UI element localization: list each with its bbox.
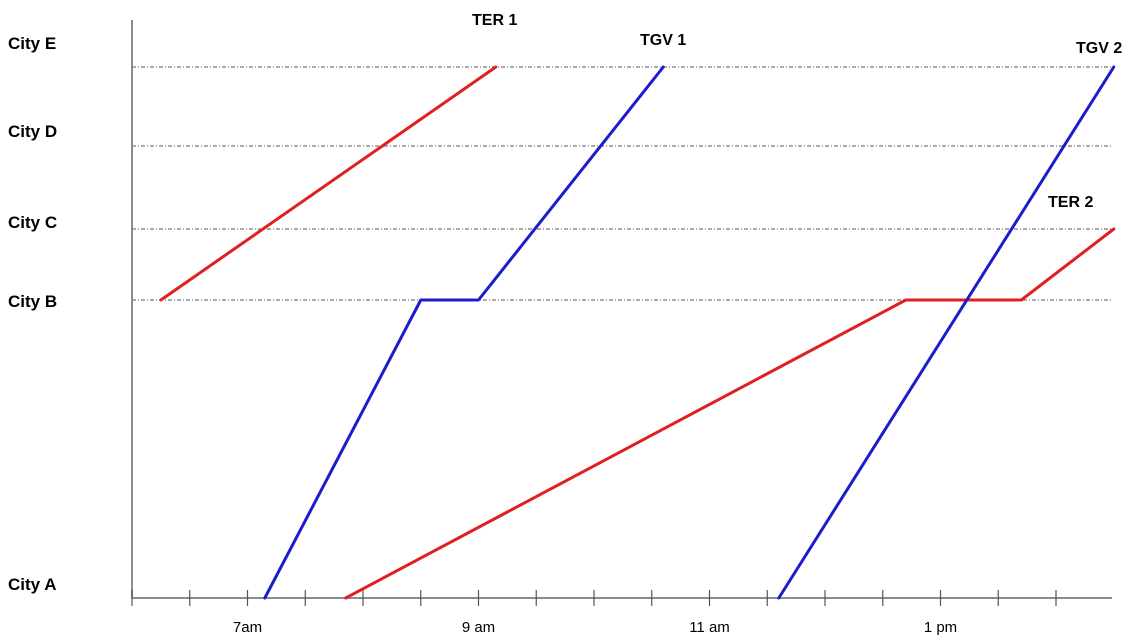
series-line-ter-1 [159, 65, 498, 302]
series-label-ter-1: TER 1 [472, 12, 517, 29]
station-label-city-a: City A [8, 575, 57, 594]
series-label-tgv-1: TGV 1 [640, 32, 686, 49]
series-labels: TER 1 TGV 1 TER 2 TGV 2 [472, 12, 1122, 211]
x-tick-label: 11 am [689, 619, 730, 636]
tick-layer [131, 590, 1057, 606]
station-label-city-c: City C [8, 213, 57, 232]
series-line-tgv-2 [777, 65, 1116, 600]
series-line-ter-2 [344, 227, 1116, 600]
series-label-ter-2: TER 2 [1048, 194, 1093, 211]
series-line-tgv-1 [263, 65, 665, 600]
station-label-city-b: City B [8, 292, 57, 311]
station-label-city-e: City E [8, 34, 56, 53]
grid-layer [132, 66, 1112, 301]
series-layer [159, 65, 1116, 600]
x-tick-label: 1 pm [924, 619, 957, 636]
x-tick-labels: 7am 9 am 11 am 1 pm [233, 619, 957, 636]
station-labels: City A City B City C City D City E [8, 34, 57, 594]
x-tick-label: 7am [233, 619, 262, 636]
x-tick-label: 9 am [462, 619, 495, 636]
series-label-tgv-2: TGV 2 [1076, 40, 1122, 57]
station-label-city-d: City D [8, 122, 57, 141]
